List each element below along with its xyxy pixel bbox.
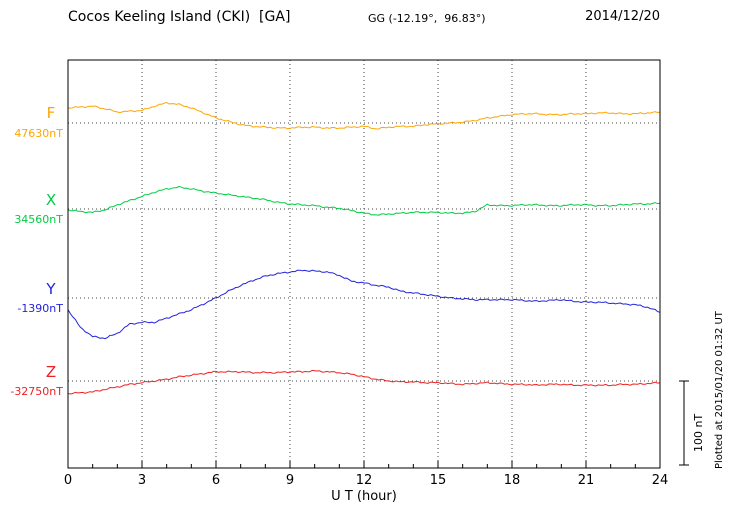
x-tick-label: 21 [578,473,595,488]
x-tick-label: 15 [430,473,447,488]
x-tick-label: 18 [504,473,521,488]
scale-bar-label: 100 nT [692,413,705,452]
series-Z-base-value: -32750nT [10,385,63,398]
trace-F [67,101,661,130]
x-tick-label: 24 [652,473,669,488]
observation-date: 2014/12/20 [585,9,660,24]
series-Y-label: Y [46,280,56,298]
series-Y-base-value: -1390nT [17,302,63,315]
x-tick-label: 0 [64,473,72,488]
series-X-base-value: 34560nT [14,213,63,226]
series-F-label: F [46,104,56,122]
station-title: Cocos Keeling Island (CKI) [GA] [68,9,291,25]
trace-Y [67,269,661,340]
x-tick-label: 3 [138,473,146,488]
geographic-coordinates: GG (-12.19°, 96.83°) [368,12,486,25]
x-tick-label: 9 [286,473,294,488]
trace-X [67,185,661,216]
series-Z-label: Z [45,363,57,381]
plotted-at-note: Plotted at 2015/01/20 01:32 UT [714,311,725,469]
series-X-label: X [45,191,57,209]
series-F-base-value: 47630nT [14,127,63,140]
x-tick-label: 6 [212,473,220,488]
trace-Z [67,369,661,395]
x-tick-label: 12 [356,473,373,488]
x-axis-label: U T (hour) [331,489,397,504]
